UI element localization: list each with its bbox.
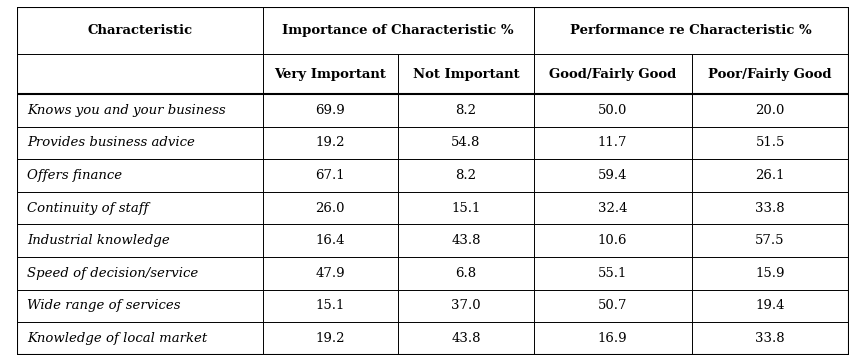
Text: 54.8: 54.8 [451, 136, 481, 150]
Text: 67.1: 67.1 [315, 169, 346, 182]
Text: 8.2: 8.2 [456, 169, 476, 182]
Text: Knowledge of local market: Knowledge of local market [28, 332, 208, 345]
Text: 8.2: 8.2 [456, 104, 476, 117]
Text: Poor/Fairly Good: Poor/Fairly Good [708, 68, 832, 81]
Text: 55.1: 55.1 [598, 267, 627, 280]
Text: Good/Fairly Good: Good/Fairly Good [549, 68, 676, 81]
Text: 11.7: 11.7 [598, 136, 627, 150]
Text: 19.2: 19.2 [315, 332, 345, 345]
Text: Performance re Characteristic %: Performance re Characteristic % [571, 24, 812, 37]
Text: 51.5: 51.5 [755, 136, 785, 150]
Text: 50.7: 50.7 [598, 299, 627, 312]
Text: 10.6: 10.6 [598, 234, 627, 247]
Text: 15.1: 15.1 [315, 299, 345, 312]
Text: Very Important: Very Important [275, 68, 386, 81]
Text: 32.4: 32.4 [598, 202, 627, 215]
Text: Characteristic: Characteristic [87, 24, 192, 37]
Text: Wide range of services: Wide range of services [28, 299, 181, 312]
Text: Continuity of staff: Continuity of staff [28, 202, 149, 215]
Text: 15.9: 15.9 [755, 267, 785, 280]
Text: Industrial knowledge: Industrial knowledge [28, 234, 170, 247]
Text: 20.0: 20.0 [755, 104, 785, 117]
Text: 33.8: 33.8 [755, 202, 785, 215]
Text: 19.2: 19.2 [315, 136, 345, 150]
Text: 37.0: 37.0 [451, 299, 481, 312]
Text: Knows you and your business: Knows you and your business [28, 104, 226, 117]
Text: 57.5: 57.5 [755, 234, 785, 247]
Text: 69.9: 69.9 [315, 104, 346, 117]
Text: 47.9: 47.9 [315, 267, 346, 280]
Text: 15.1: 15.1 [451, 202, 481, 215]
Text: Speed of decision/service: Speed of decision/service [28, 267, 198, 280]
Text: Provides business advice: Provides business advice [28, 136, 195, 150]
Text: 16.4: 16.4 [315, 234, 345, 247]
Text: 16.9: 16.9 [598, 332, 627, 345]
Text: 50.0: 50.0 [598, 104, 627, 117]
Text: 26.1: 26.1 [755, 169, 785, 182]
Text: 43.8: 43.8 [451, 332, 481, 345]
Text: Importance of Characteristic %: Importance of Characteristic % [282, 24, 514, 37]
Text: 59.4: 59.4 [598, 169, 627, 182]
Text: 19.4: 19.4 [755, 299, 785, 312]
Text: Offers finance: Offers finance [28, 169, 122, 182]
Text: 43.8: 43.8 [451, 234, 481, 247]
Text: 6.8: 6.8 [456, 267, 476, 280]
Text: 33.8: 33.8 [755, 332, 785, 345]
Text: 26.0: 26.0 [315, 202, 345, 215]
Text: Not Important: Not Important [412, 68, 519, 81]
